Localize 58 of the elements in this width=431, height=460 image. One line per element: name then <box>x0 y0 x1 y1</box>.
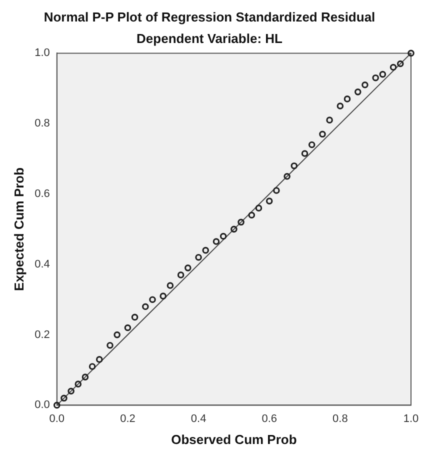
x-tick-label: 0.4 <box>190 412 206 425</box>
point <box>266 198 273 204</box>
point <box>220 232 227 240</box>
point <box>114 331 120 338</box>
point <box>142 303 149 310</box>
y-axis-title: Expected Cum Prob <box>11 167 26 291</box>
point <box>96 356 103 363</box>
x-tick-label: 0.0 <box>49 412 65 425</box>
point <box>184 264 192 272</box>
point <box>166 282 174 289</box>
point <box>60 394 68 402</box>
point <box>344 96 351 102</box>
point <box>408 50 414 57</box>
x-axis-title: Observed Cum Prob <box>171 432 297 447</box>
x-tick-label: 0.2 <box>120 412 136 425</box>
point <box>160 292 167 300</box>
point <box>301 150 308 157</box>
point <box>124 324 132 332</box>
point <box>74 380 82 388</box>
point <box>106 342 114 349</box>
point <box>212 238 220 245</box>
point <box>372 74 379 82</box>
y-tick-label: 0.4 <box>34 258 50 270</box>
point <box>354 88 362 96</box>
y-tick-label: 0.6 <box>34 188 50 200</box>
point <box>290 162 298 170</box>
point <box>202 246 210 254</box>
point <box>326 116 333 124</box>
chart-title: Normal P-P Plot of Regression Standardized Residual <box>44 9 376 24</box>
point <box>53 402 60 409</box>
point <box>195 254 202 261</box>
point <box>308 141 316 148</box>
point <box>177 272 184 278</box>
point <box>396 60 404 68</box>
x-tick-label: 0.8 <box>332 412 348 425</box>
y-tick-label: 0.2 <box>34 328 50 341</box>
point <box>88 363 96 370</box>
y-tick-label: 0.8 <box>34 118 50 130</box>
point <box>82 374 89 380</box>
x-tick-label: 1.0 <box>403 412 419 425</box>
point <box>230 226 238 233</box>
point <box>319 130 326 138</box>
point <box>149 296 156 303</box>
point <box>379 70 386 78</box>
point <box>390 64 397 71</box>
x-tick-label: 0.6 <box>262 412 278 425</box>
y-tick-label: 1.0 <box>34 47 50 60</box>
point <box>284 173 290 180</box>
point <box>248 212 256 219</box>
point <box>336 102 344 110</box>
chart-subtitle: Dependent Variable: HL <box>136 30 283 46</box>
point <box>68 388 74 395</box>
point <box>255 204 262 212</box>
point <box>273 187 280 194</box>
y-tick-label: 0.0 <box>34 399 50 412</box>
point <box>238 218 244 226</box>
point <box>362 81 368 88</box>
point <box>131 314 138 321</box>
